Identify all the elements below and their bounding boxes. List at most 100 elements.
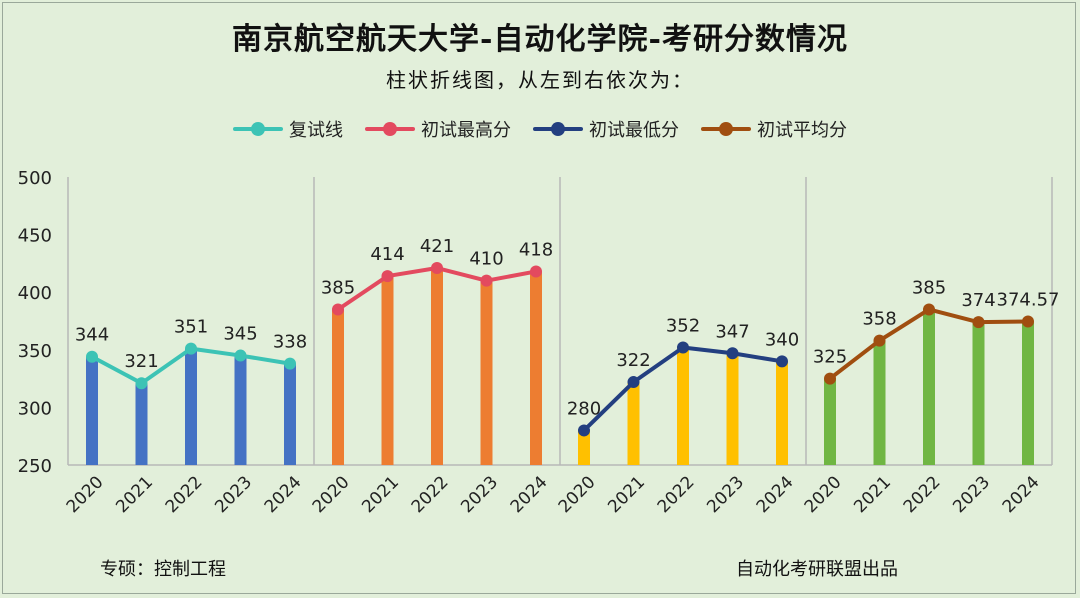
x-tick-label: 2023 — [457, 472, 502, 517]
data-label: 325 — [813, 347, 847, 368]
bar — [1022, 321, 1034, 465]
data-point — [135, 377, 148, 390]
data-point — [627, 376, 640, 389]
data-point — [923, 303, 935, 316]
data-point — [776, 355, 788, 368]
bar — [480, 280, 493, 465]
data-label: 414 — [370, 244, 404, 265]
x-tick-label: 2021 — [358, 472, 403, 517]
x-tick-label: 2022 — [900, 472, 945, 517]
data-label: 385 — [912, 277, 946, 298]
bar — [824, 378, 836, 465]
x-tick-label: 2024 — [753, 472, 798, 517]
bar — [431, 268, 443, 465]
x-tick-label: 2020 — [555, 472, 600, 517]
footer-credit: 自动化考研联盟出品 — [736, 559, 898, 580]
x-tick-label: 2023 — [211, 472, 256, 517]
x-tick-label: 2023 — [949, 472, 994, 517]
legend: 复试线 初试最高分 初试最低分 初试平均分 — [0, 116, 1080, 142]
data-label: 421 — [420, 236, 454, 257]
data-point — [972, 316, 985, 329]
bar — [972, 322, 985, 465]
data-point — [284, 357, 296, 370]
chart-title: 南京航空航天大学-自动化学院-考研分数情况 — [232, 22, 848, 57]
y-tick-label: 500 — [18, 168, 52, 189]
x-tick-label: 2022 — [654, 472, 699, 517]
data-point — [677, 341, 689, 354]
data-label: 418 — [519, 239, 553, 260]
data-point — [234, 349, 247, 362]
y-tick-label: 450 — [18, 226, 52, 247]
x-tick-label: 2022 — [408, 472, 453, 517]
data-point — [873, 334, 886, 347]
bar — [284, 363, 296, 465]
data-point — [332, 303, 344, 316]
data-point — [824, 372, 836, 385]
data-label: 352 — [666, 315, 700, 336]
y-tick-label: 350 — [18, 341, 52, 362]
data-point — [480, 274, 493, 287]
data-label: 321 — [124, 351, 158, 372]
bar — [873, 340, 886, 465]
legend-item-max-score: 初试最高分 — [365, 116, 511, 142]
bar — [776, 361, 788, 465]
y-tick-label: 400 — [18, 283, 52, 304]
data-point — [86, 350, 98, 363]
bar — [381, 276, 394, 465]
data-point — [726, 347, 739, 360]
x-tick-label: 2021 — [604, 472, 649, 517]
data-label: 347 — [715, 321, 749, 342]
x-tick-label: 2022 — [162, 472, 207, 517]
legend-item-min-score: 初试最低分 — [533, 116, 679, 142]
data-label: 345 — [223, 324, 257, 345]
data-point — [578, 424, 590, 437]
bar — [923, 309, 935, 465]
legend-dot-icon — [383, 122, 397, 136]
x-tick-label: 2021 — [112, 472, 157, 517]
legend-swatch-icon — [533, 119, 583, 139]
data-point — [431, 262, 443, 275]
data-point — [530, 265, 542, 278]
legend-dot-icon — [719, 122, 733, 136]
bar — [135, 383, 148, 465]
data-label: 374 — [961, 290, 995, 311]
y-tick-label: 300 — [18, 398, 52, 419]
data-label: 351 — [174, 317, 208, 338]
footer-major-label: 专硕：控制工程 — [100, 559, 226, 580]
data-label: 410 — [469, 249, 503, 270]
y-tick-label: 250 — [18, 456, 52, 477]
data-label: 322 — [616, 350, 650, 371]
data-point — [1022, 315, 1034, 328]
bar — [86, 356, 98, 465]
x-tick-label: 2021 — [850, 472, 895, 517]
bar — [677, 347, 689, 465]
data-label: 358 — [862, 309, 896, 330]
data-label: 374.57 — [997, 289, 1060, 310]
bar — [234, 355, 247, 465]
data-label: 344 — [75, 325, 109, 346]
x-tick-label: 2024 — [999, 472, 1044, 517]
x-tick-label: 2024 — [507, 472, 552, 517]
legend-item-avg-score: 初试平均分 — [701, 116, 847, 142]
legend-item-retest-line: 复试线 — [233, 116, 343, 142]
data-label: 385 — [321, 277, 355, 298]
legend-dot-icon — [551, 122, 565, 136]
x-tick-label: 2020 — [309, 472, 354, 517]
legend-label: 复试线 — [289, 120, 343, 141]
legend-swatch-icon — [701, 119, 751, 139]
x-tick-label: 2023 — [703, 472, 748, 517]
data-label: 338 — [273, 332, 307, 353]
legend-label: 初试最低分 — [589, 120, 679, 141]
bar — [185, 348, 197, 465]
data-label: 340 — [765, 329, 799, 350]
legend-label: 初试最高分 — [421, 120, 511, 141]
data-point — [185, 342, 197, 355]
chart-subtitle: 柱状折线图，从左到右依次为： — [386, 68, 694, 92]
bar — [726, 353, 739, 465]
x-tick-label: 2020 — [63, 472, 108, 517]
x-tick-label: 2024 — [261, 472, 306, 517]
legend-dot-icon — [251, 122, 265, 136]
x-tick-label: 2020 — [801, 472, 846, 517]
legend-label: 初试平均分 — [757, 120, 847, 141]
